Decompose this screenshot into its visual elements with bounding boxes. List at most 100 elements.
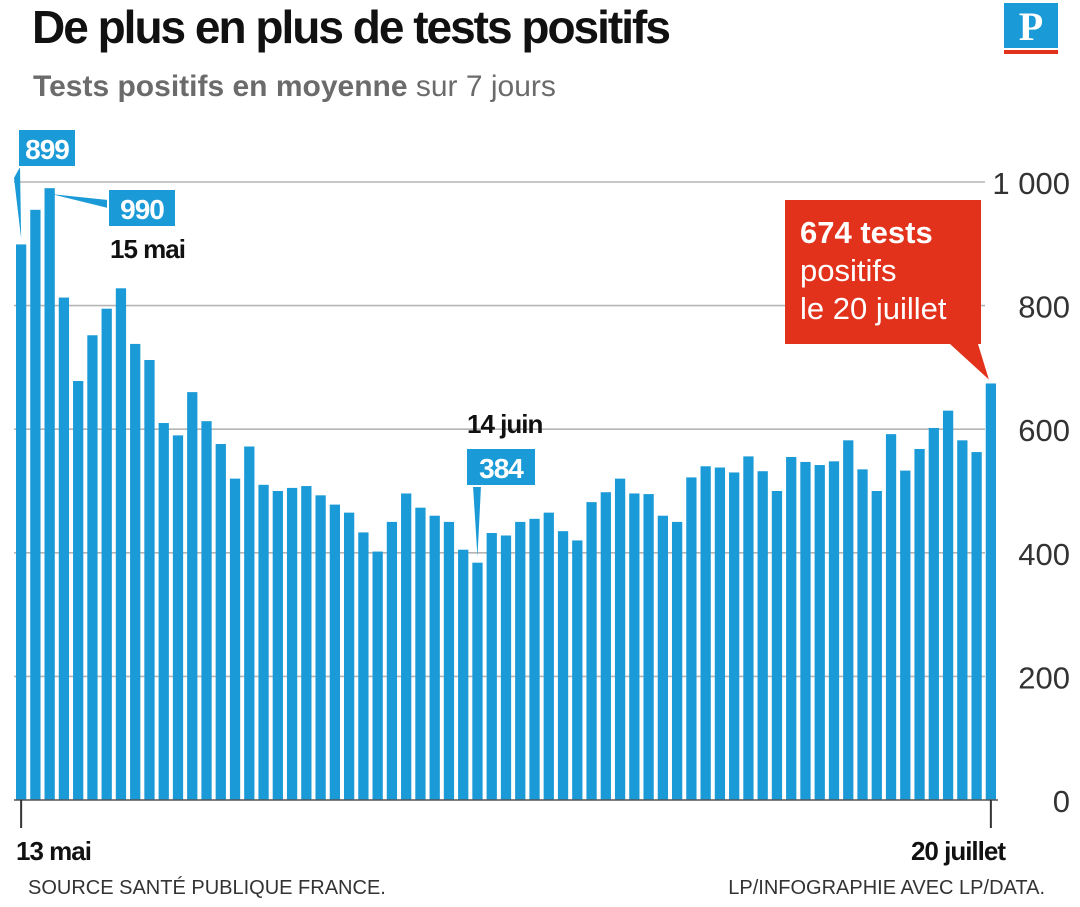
value-label: 384 bbox=[479, 453, 524, 484]
bar bbox=[158, 423, 169, 800]
callout-value: 674 tests bbox=[800, 215, 933, 250]
bar bbox=[828, 461, 840, 800]
bar bbox=[130, 343, 141, 800]
date-label: 15 mai bbox=[110, 234, 185, 264]
callout-pointer bbox=[950, 344, 989, 380]
bar bbox=[101, 308, 112, 800]
logo-letter: P bbox=[1019, 4, 1043, 49]
bar bbox=[843, 440, 854, 800]
bar bbox=[800, 461, 811, 800]
callout-line3: le 20 juillet bbox=[800, 291, 947, 326]
bar bbox=[743, 456, 754, 800]
bar bbox=[301, 486, 312, 800]
callout-line2: positifs bbox=[800, 253, 897, 288]
bar bbox=[486, 533, 497, 800]
bar bbox=[857, 469, 868, 800]
bar bbox=[529, 518, 540, 800]
axes: 0 200 400 600 800 1 000 13 mai 20 juillet bbox=[14, 166, 1070, 866]
bar bbox=[543, 512, 554, 800]
bar bbox=[315, 495, 326, 800]
y-tick-label: 400 bbox=[1018, 537, 1070, 572]
subtitle-bold: Tests positifs en moyenne bbox=[33, 70, 408, 103]
bar bbox=[244, 446, 255, 800]
bar bbox=[757, 471, 768, 800]
bar bbox=[115, 288, 127, 800]
bar bbox=[914, 448, 925, 800]
bar bbox=[500, 535, 512, 800]
y-tick-label: 600 bbox=[1018, 413, 1070, 448]
bar bbox=[729, 472, 740, 800]
bar bbox=[30, 209, 41, 800]
y-tick-label: 800 bbox=[1018, 290, 1070, 325]
x-end-label: 20 juillet bbox=[911, 836, 1006, 866]
y-tick-label: 1 000 bbox=[992, 166, 1070, 201]
bar bbox=[686, 477, 697, 800]
bar bbox=[358, 532, 369, 800]
bar bbox=[443, 521, 455, 800]
bar bbox=[87, 335, 98, 800]
annotations: 899 990 15 mai 384 14 juin bbox=[14, 128, 989, 557]
source-note: SOURCE SANTÉ PUBLIQUE FRANCE. bbox=[28, 877, 386, 899]
bar bbox=[201, 421, 212, 800]
bar bbox=[187, 392, 198, 800]
value-label: 990 bbox=[120, 194, 164, 225]
y-tick-label: 0 bbox=[1053, 784, 1070, 819]
bar bbox=[985, 383, 997, 800]
bar bbox=[215, 444, 226, 800]
bar bbox=[415, 507, 426, 800]
bar bbox=[372, 551, 383, 800]
bar bbox=[900, 470, 911, 800]
bar bbox=[643, 494, 654, 800]
bar bbox=[871, 491, 882, 800]
bar bbox=[885, 434, 897, 800]
bar bbox=[286, 487, 298, 800]
bar bbox=[671, 521, 683, 800]
bar bbox=[144, 359, 155, 800]
bar bbox=[401, 493, 412, 800]
bar bbox=[272, 491, 283, 800]
x-start-label: 13 mai bbox=[16, 836, 91, 866]
bar bbox=[73, 380, 84, 800]
bar bbox=[700, 466, 711, 800]
bar bbox=[629, 493, 640, 800]
value-label-box bbox=[17, 128, 77, 168]
bar bbox=[714, 467, 726, 800]
bar bbox=[258, 484, 269, 800]
bar bbox=[343, 512, 355, 800]
bar bbox=[586, 502, 597, 800]
label-pointer bbox=[473, 486, 481, 557]
bar bbox=[229, 478, 241, 800]
label-pointer bbox=[14, 167, 22, 239]
bars bbox=[15, 188, 997, 801]
bar bbox=[600, 492, 611, 800]
bar bbox=[957, 440, 968, 800]
bar bbox=[614, 478, 626, 800]
y-tick-label: 200 bbox=[1018, 660, 1070, 695]
chart-title: De plus en plus de tests positifs bbox=[32, 1, 671, 53]
bar bbox=[172, 435, 184, 800]
chart-subtitle: Tests positifs en moyenne sur 7 jours bbox=[33, 70, 556, 104]
bar bbox=[814, 465, 825, 800]
callout-box: 674 tests positifs le 20 juillet bbox=[785, 200, 981, 344]
credit-note: LP/INFOGRAPHIE AVEC LP/DATA. bbox=[728, 877, 1045, 899]
date-label: 14 juin bbox=[467, 409, 542, 439]
bar bbox=[557, 531, 569, 800]
bar bbox=[515, 521, 526, 800]
bar bbox=[928, 427, 939, 800]
bar bbox=[458, 549, 469, 800]
bar bbox=[429, 515, 440, 800]
label-pointer bbox=[51, 194, 108, 208]
bar bbox=[657, 515, 669, 800]
bar bbox=[572, 540, 583, 800]
bar bbox=[44, 188, 55, 800]
le-parisien-logo: P bbox=[1004, 3, 1058, 54]
bar bbox=[971, 452, 982, 800]
bar bbox=[786, 457, 797, 800]
value-label-box bbox=[465, 447, 537, 487]
bar bbox=[15, 244, 27, 801]
bar bbox=[942, 410, 954, 800]
value-label-box bbox=[107, 188, 177, 228]
bar bbox=[329, 504, 341, 800]
bar bbox=[771, 491, 783, 800]
